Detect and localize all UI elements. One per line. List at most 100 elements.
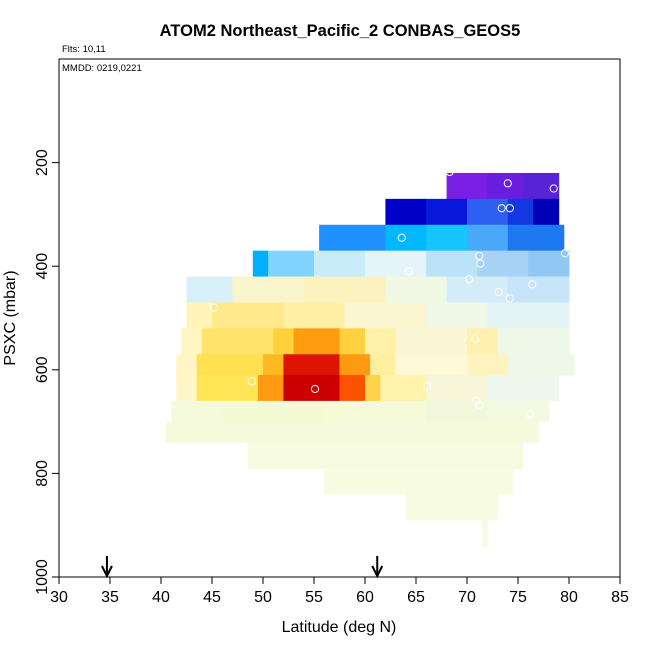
heatmap-cell [186,276,233,303]
heatmap-cell [314,250,366,277]
data-marker [505,204,514,213]
heatmap-cell [487,302,570,329]
heatmap-cell [533,198,560,226]
heatmap-cell [273,328,294,355]
heatmap-cell [171,400,223,422]
heatmap-cell [467,224,509,252]
data-marker [464,275,474,284]
heatmap-cell [426,224,468,252]
heatmap-cell [395,354,468,376]
data-marker [560,249,570,258]
heatmap-cell [201,328,274,355]
heatmap-cell [385,198,427,226]
heatmap-cell [181,328,203,355]
heatmap-cell [196,354,264,376]
heatmap-cell [365,374,381,402]
heatmap-cell [507,224,565,252]
heatmap-cell [467,328,498,355]
heatmap-cell [339,354,371,376]
data-marker [404,267,413,276]
heatmap-cell [176,374,198,402]
heatmap-cell [446,276,509,303]
heatmap-cell [324,468,514,495]
heatmap-cell [426,302,488,329]
heatmap-cell [222,400,325,422]
heatmap-cell [365,328,396,355]
heatmap-cell [385,224,427,252]
x-tick-label: 45 [203,589,221,606]
data-marker [476,259,485,268]
heatmap-cell [467,354,509,376]
heatmap-cell [477,250,529,277]
heatmap-cell [380,374,427,402]
data-marker [423,382,432,391]
heatmap-cell [339,374,366,402]
heatmap-cell [528,250,570,277]
heatmap-cell [212,302,284,329]
latitude-arrow-head [371,565,384,579]
x-tick-label: 60 [356,589,374,606]
date-note: MMDD: 0219,0221 [62,63,142,74]
x-tick-label: 35 [101,589,119,606]
marker-layer [209,167,570,419]
data-marker [503,179,512,188]
heatmap-cell [507,198,534,226]
heatmap-cell [232,276,305,303]
heatmap-cell [507,354,575,376]
x-tick-label: 50 [254,589,272,606]
data-marker [505,294,514,303]
heatmap-cell [365,250,427,277]
data-marker [528,280,537,289]
flights-note: Flts: 10,11 [62,44,106,55]
arrow-layer [101,556,384,579]
heatmap-cell [523,172,560,200]
heatmap-cell [482,520,488,547]
heatmap-cell [176,354,198,376]
x-tick-label: 80 [560,589,578,606]
heatmap-cell [283,354,340,376]
heatmap-cell [293,328,340,355]
heatmap-cells [166,172,575,547]
data-marker [497,204,506,213]
y-tick-label: 200 [34,149,51,176]
y-axis: 200 400 600 800 1000 [34,149,59,595]
heatmap-cell [507,276,570,303]
heatmap-cell [263,354,284,376]
data-marker [471,334,480,343]
heatmap-cell [344,302,427,329]
x-tick-label: 30 [50,589,68,606]
plot-frame [58,58,621,578]
x-tick-label: 70 [458,589,476,606]
heatmap-cell [196,374,259,402]
heatmap-cell [446,172,488,200]
latitude-arrow-head [101,565,113,579]
x-axis: 30 35 40 45 50 55 60 65 70 75 80 85 [50,577,629,606]
x-axis-label: Latitude (deg N) [282,619,397,636]
data-marker [494,288,503,297]
heatmap-cell [268,250,315,277]
heatmap-cell [257,374,284,402]
heatmap-cell [426,250,478,277]
data-marker [247,377,256,386]
x-tick-label: 75 [509,589,527,606]
y-tick-label: 1000 [34,559,51,595]
heatmap-cell [303,276,386,303]
heatmap-cell [487,400,549,422]
heatmap-cell [339,328,366,355]
heatmap-cell [319,224,386,252]
heatmap-cell [385,276,447,303]
heatmap-cell [283,302,345,329]
data-marker [475,400,484,410]
chart-title: ATOM2 Northeast_Pacific_2 CONBAS_GEOS5 [160,22,521,40]
data-marker [397,233,406,242]
heatmap-cell [426,198,468,226]
data-marker [549,184,558,193]
heatmap-cell [405,494,498,521]
data-marker [310,384,320,394]
heatmap-cell [247,442,524,469]
data-marker [209,303,219,312]
heatmap-cell [324,400,427,422]
data-marker [472,396,481,405]
heatmap-cell [370,354,396,376]
